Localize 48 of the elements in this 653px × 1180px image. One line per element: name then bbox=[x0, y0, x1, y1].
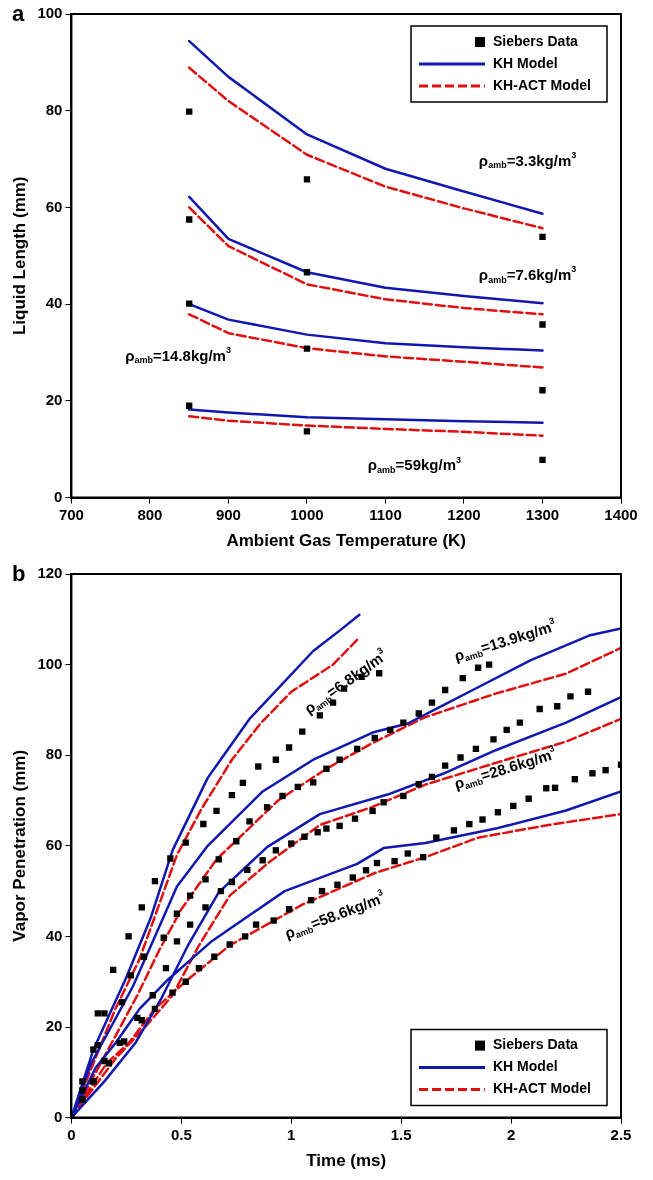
chart-title: a bbox=[12, 1, 25, 27]
y-tick-label: 100 bbox=[37, 4, 63, 22]
x-tick-label: 1300 bbox=[525, 505, 560, 523]
legend-label: Siebers Data bbox=[493, 32, 579, 49]
point bbox=[186, 300, 193, 307]
y-tick-label: 100 bbox=[37, 654, 63, 672]
x-tick-label: 2 bbox=[506, 1125, 516, 1143]
y-tick-label: 60 bbox=[45, 197, 63, 215]
x-tick-label: 700 bbox=[58, 505, 84, 523]
point bbox=[303, 345, 311, 352]
chart-title: b bbox=[12, 561, 26, 587]
legend-label: KH Model bbox=[493, 54, 558, 71]
point bbox=[186, 216, 193, 223]
y-tick-label: 80 bbox=[45, 745, 63, 763]
x-tick-label: 1 bbox=[287, 1125, 296, 1143]
point bbox=[303, 428, 311, 435]
legend-label: KH Model bbox=[493, 1058, 558, 1075]
x-tick-label: 0 bbox=[67, 1125, 76, 1143]
point bbox=[539, 321, 546, 328]
y-axis-title: Liquid Length (mm) bbox=[9, 176, 29, 336]
y-tick-label: 80 bbox=[45, 100, 63, 118]
legend-label: KH-ACT Model bbox=[493, 1080, 592, 1097]
point bbox=[539, 233, 546, 241]
legend-label: Siebers Data bbox=[493, 1036, 579, 1053]
y-tick-label: 40 bbox=[45, 926, 63, 944]
x-tick-label: 1.5 bbox=[390, 1125, 412, 1143]
y-tick-label: 40 bbox=[45, 294, 63, 312]
x-tick-label: 0.5 bbox=[170, 1125, 192, 1143]
point bbox=[303, 176, 311, 183]
x-tick-label: 900 bbox=[215, 505, 241, 523]
legend-label: KH-ACT Model bbox=[493, 76, 592, 93]
y-tick-label: 20 bbox=[45, 1017, 63, 1035]
y-tick-label: 120 bbox=[37, 564, 63, 582]
x-tick-label: 800 bbox=[137, 505, 163, 523]
y-tick-label: 60 bbox=[45, 835, 63, 853]
y-tick-label: 20 bbox=[45, 391, 63, 409]
point bbox=[539, 387, 546, 394]
y-tick-label: 0 bbox=[54, 487, 63, 505]
y-tick-label: 0 bbox=[54, 1107, 63, 1125]
x-axis-title: Time (ms) bbox=[306, 1151, 387, 1171]
x-tick-label: 1000 bbox=[290, 505, 324, 523]
x-axis-title: Ambient Gas Temperature (K) bbox=[226, 531, 467, 551]
x-tick-label: 1200 bbox=[447, 505, 481, 523]
x-tick-label: 1400 bbox=[604, 505, 638, 523]
point bbox=[539, 456, 546, 464]
x-tick-label: 1100 bbox=[369, 505, 402, 523]
x-tick-label: 2.5 bbox=[610, 1125, 632, 1143]
y-axis-title: Vapor Penetration (mm) bbox=[9, 749, 29, 942]
